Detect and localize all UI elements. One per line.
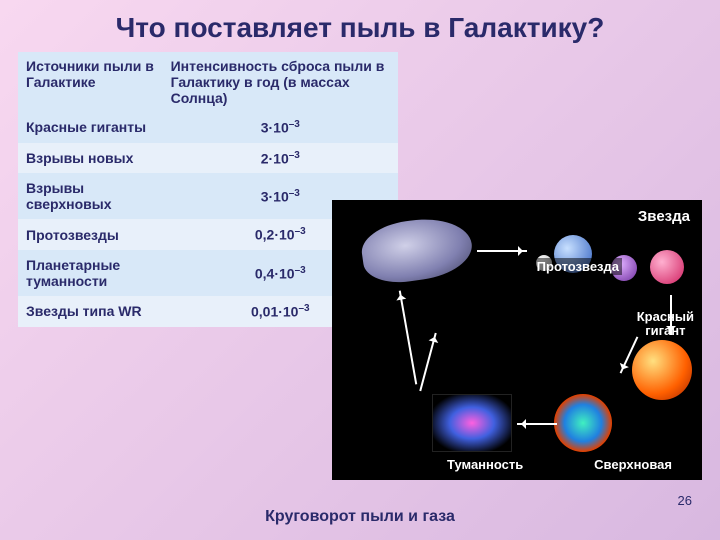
supernova-label: Сверхновая: [594, 457, 672, 472]
arrow-icon: [419, 333, 436, 391]
pink-star-shape: [650, 250, 684, 284]
col2-header: Интенсивность сброса пыли в Галактику в …: [163, 52, 398, 112]
arrow-icon: [477, 250, 527, 252]
star-label: Звезда: [638, 208, 690, 225]
src-cell: Звезды типа WR: [18, 296, 163, 327]
supernova-shape: [554, 394, 612, 452]
nebula-label: Туманность: [447, 457, 523, 472]
val-cell: 3·10–3: [163, 112, 398, 143]
page-title: Что поставляет пыль в Галактику?: [0, 0, 720, 52]
molecular-cloud-shape: [358, 213, 475, 288]
arrow-icon: [517, 423, 557, 425]
src-cell: Протозвезды: [18, 219, 163, 250]
table-header-row: Источники пыли в Галактике Интенсивность…: [18, 52, 398, 112]
arrow-icon: [399, 291, 417, 385]
diagram-caption: Круговорот пыли и газа: [0, 508, 720, 526]
red-giant-label: Красныйгигант: [637, 310, 694, 339]
red-giant-shape: [632, 340, 692, 400]
src-cell: Планетарные туманности: [18, 250, 163, 296]
page-number: 26: [678, 493, 692, 508]
src-cell: Взрывы новых: [18, 143, 163, 174]
table-row: Красные гиганты 3·10–3: [18, 112, 398, 143]
table-row: Взрывы новых 2·10–3: [18, 143, 398, 174]
src-cell: Красные гиганты: [18, 112, 163, 143]
protostar-label: Протозвезда: [534, 258, 622, 275]
val-cell: 2·10–3: [163, 143, 398, 174]
dust-cycle-diagram: Звезда Протозвезда Красныйгигант Туманно…: [332, 200, 702, 480]
src-cell: Взрывы сверхновых: [18, 173, 163, 219]
col1-header: Источники пыли в Галактике: [18, 52, 163, 112]
nebula-shape: [432, 394, 512, 452]
